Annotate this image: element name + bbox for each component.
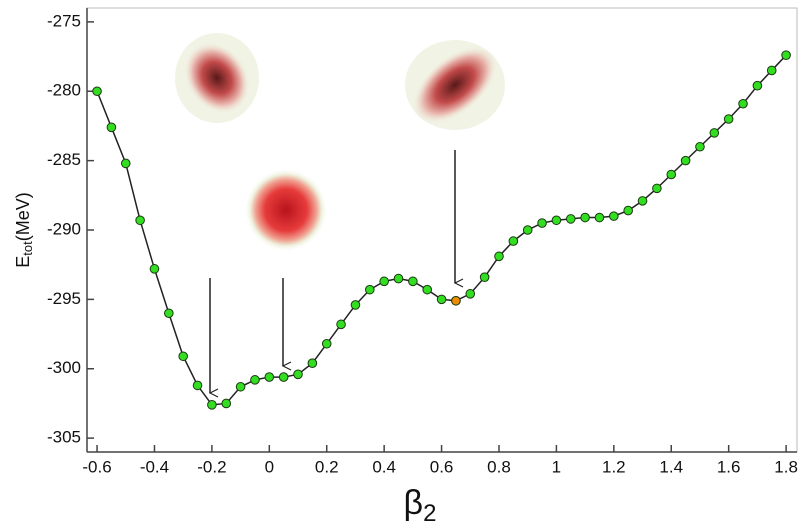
data-point bbox=[695, 141, 705, 152]
x-tick-label: 0 bbox=[265, 457, 274, 476]
x-label-sub: 2 bbox=[423, 500, 436, 525]
y-tick-label: -275 bbox=[47, 11, 81, 30]
data-point bbox=[307, 358, 318, 369]
data-point bbox=[709, 128, 720, 138]
data-point bbox=[250, 375, 260, 385]
data-point bbox=[652, 183, 662, 194]
x-label-main: β bbox=[404, 484, 424, 522]
data-point bbox=[666, 169, 677, 180]
arrows bbox=[210, 150, 455, 393]
data-point bbox=[465, 289, 476, 299]
y-tick-label: -290 bbox=[47, 219, 81, 238]
y-axis-label: Etot(MeV) bbox=[13, 192, 36, 267]
y-tick-label: -285 bbox=[47, 150, 81, 169]
density-spherical bbox=[244, 168, 328, 252]
data-point bbox=[752, 80, 763, 91]
x-tick-label: 0.6 bbox=[430, 457, 454, 476]
y-tick-label: -280 bbox=[47, 81, 81, 100]
x-axis-label: β2 bbox=[404, 484, 437, 525]
data-point bbox=[120, 158, 131, 169]
x-tick-label: -0.6 bbox=[82, 457, 111, 476]
y-label-sub: tot bbox=[20, 241, 35, 256]
x-tick-label: 1 bbox=[552, 457, 561, 476]
x-tick-label: -0.2 bbox=[197, 457, 226, 476]
x-tick-label: 0.2 bbox=[315, 457, 339, 476]
data-point bbox=[551, 215, 562, 226]
data-point bbox=[106, 122, 117, 133]
x-tick-label: 1.4 bbox=[659, 457, 683, 476]
data-point bbox=[494, 251, 504, 262]
data-point bbox=[565, 214, 576, 224]
density-prolate bbox=[412, 46, 498, 124]
data-point bbox=[781, 50, 791, 60]
x-tick-label: 0.4 bbox=[372, 457, 396, 476]
data-point bbox=[723, 114, 734, 124]
x-tick-label: 1.2 bbox=[602, 457, 626, 476]
data-point bbox=[522, 225, 533, 235]
x-tick-label: -0.4 bbox=[140, 457, 169, 476]
data-point bbox=[609, 211, 619, 221]
data-point bbox=[594, 212, 605, 223]
data-point bbox=[379, 276, 389, 287]
data-point bbox=[451, 295, 461, 306]
data-point bbox=[207, 400, 217, 410]
y-tick-label: -300 bbox=[47, 358, 81, 377]
x-tick-label: 1.8 bbox=[774, 457, 798, 476]
data-point bbox=[680, 155, 691, 166]
data-point bbox=[393, 273, 404, 284]
data-point bbox=[264, 372, 275, 382]
y-label-main: E bbox=[13, 256, 33, 268]
data-point bbox=[436, 294, 447, 305]
data-point bbox=[508, 236, 519, 246]
data-point bbox=[336, 319, 346, 330]
data-point bbox=[278, 372, 289, 382]
data-point bbox=[92, 86, 102, 97]
x-tick-label: 0.8 bbox=[487, 457, 511, 476]
data-point bbox=[637, 196, 648, 206]
data-point bbox=[135, 215, 145, 226]
data-point bbox=[364, 284, 375, 295]
data-point bbox=[293, 369, 303, 380]
data-point bbox=[192, 380, 203, 391]
data-point bbox=[221, 398, 232, 409]
data-point bbox=[408, 276, 418, 287]
data-point bbox=[235, 381, 246, 392]
x-tick-label: 1.6 bbox=[717, 457, 741, 476]
density-images bbox=[175, 33, 505, 252]
data-point bbox=[537, 218, 547, 228]
data-point bbox=[164, 308, 174, 319]
y-label-unit: (MeV) bbox=[13, 192, 33, 241]
density-oblate bbox=[184, 42, 250, 114]
data-point bbox=[422, 284, 433, 295]
data-point bbox=[766, 65, 777, 76]
y-tick-label: -295 bbox=[47, 289, 81, 308]
data-point bbox=[580, 212, 590, 223]
y-tick-label: -305 bbox=[47, 428, 81, 447]
data-point bbox=[350, 300, 361, 310]
data-point bbox=[178, 351, 188, 362]
data-point bbox=[479, 272, 490, 282]
data-point bbox=[321, 338, 332, 349]
data-point bbox=[623, 205, 633, 216]
data-point bbox=[149, 264, 160, 274]
data-point bbox=[738, 98, 748, 109]
